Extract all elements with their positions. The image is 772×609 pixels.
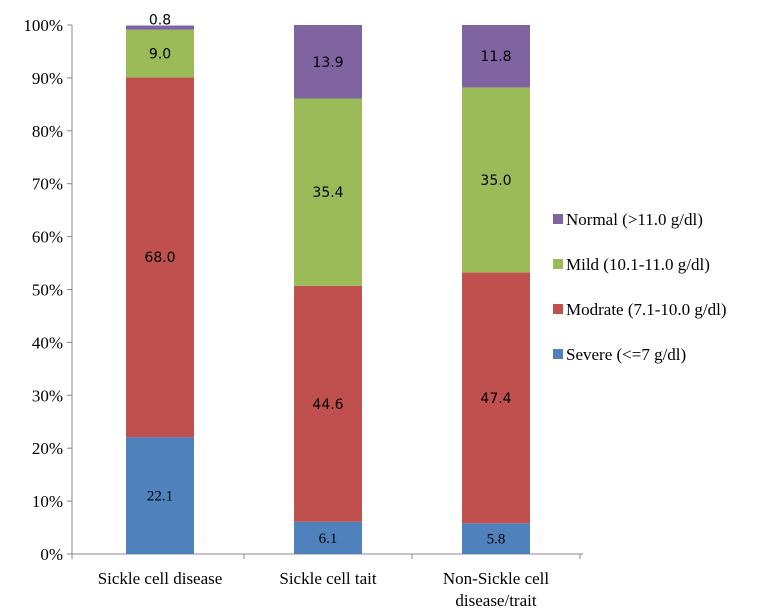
bar-value-label: 5.8: [487, 532, 506, 548]
y-tick-label: 10%: [32, 492, 63, 511]
y-tick-label: 40%: [32, 333, 63, 352]
bar-value-label: 13.9: [312, 55, 343, 71]
bar-value-label: 11.8: [480, 49, 511, 65]
bar-value-label: 6.1: [319, 531, 338, 547]
bar-segment: [462, 272, 530, 524]
legend-swatch: [553, 349, 563, 359]
bar-segment: [462, 25, 530, 88]
bar-segment: [126, 25, 194, 30]
y-tick-label: 30%: [32, 386, 63, 405]
bar-segment: [294, 521, 362, 554]
legend-swatch: [553, 304, 563, 314]
bar-segment: [126, 29, 194, 78]
bar-value-label: 0.8: [149, 13, 171, 29]
legend-label: Severe (<=7 g/dl): [566, 345, 686, 364]
axes: 0% 10% 20% 30% 40% 50% 60% 70% 80% 90% 100% Sickle …: [23, 16, 583, 609]
bar-segment: [126, 77, 194, 438]
bar-value-label: 9.0: [149, 47, 171, 63]
x-category-label: Non-Sickle cell: [443, 569, 549, 588]
data-labels: 22.1 68.0 9.0 0.8 6.1 44.6 35.4 13.9 5.8 47.4 35.0…: [144, 13, 511, 548]
bar-segment: [294, 25, 362, 99]
bar-segment: [126, 437, 194, 554]
x-category-label: Sickle cell disease: [98, 569, 223, 588]
bar-value-label: 22.1: [147, 489, 173, 505]
bar-segment: [462, 523, 530, 554]
y-tick-label: 80%: [32, 122, 63, 141]
y-tick-label: 50%: [32, 281, 63, 300]
bar-value-label: 47.4: [480, 391, 511, 407]
y-tick-label: 0%: [40, 545, 63, 564]
bar-segment: [294, 285, 362, 522]
y-tick-label: 60%: [32, 228, 63, 247]
bar-segment: [294, 98, 362, 286]
y-tick-label: 100%: [23, 16, 63, 35]
y-tick-label: 90%: [32, 69, 63, 88]
legend-swatch: [553, 259, 563, 269]
legend-label: Mild (10.1-11.0 g/dl): [566, 255, 710, 274]
bar-value-label: 44.6: [312, 397, 343, 413]
y-tick-label: 20%: [32, 439, 63, 458]
bars: [126, 25, 530, 554]
legend-label: Modrate (7.1-10.0 g/dl): [566, 300, 727, 319]
bar-value-label: 35.4: [312, 185, 343, 201]
bar-value-label: 35.0: [480, 173, 511, 189]
bar-segment: [462, 87, 530, 273]
legend-label: Normal (>11.0 g/dl): [566, 210, 703, 229]
x-category-label: Sickle cell tait: [279, 569, 377, 588]
legend: Normal (>11.0 g/dl) Mild (10.1-11.0 g/dl)…: [553, 210, 727, 364]
bar-value-label: 68.0: [144, 250, 175, 266]
y-tick-label: 70%: [32, 175, 63, 194]
x-category-label: disease/trait: [455, 591, 536, 609]
legend-swatch: [553, 214, 563, 224]
